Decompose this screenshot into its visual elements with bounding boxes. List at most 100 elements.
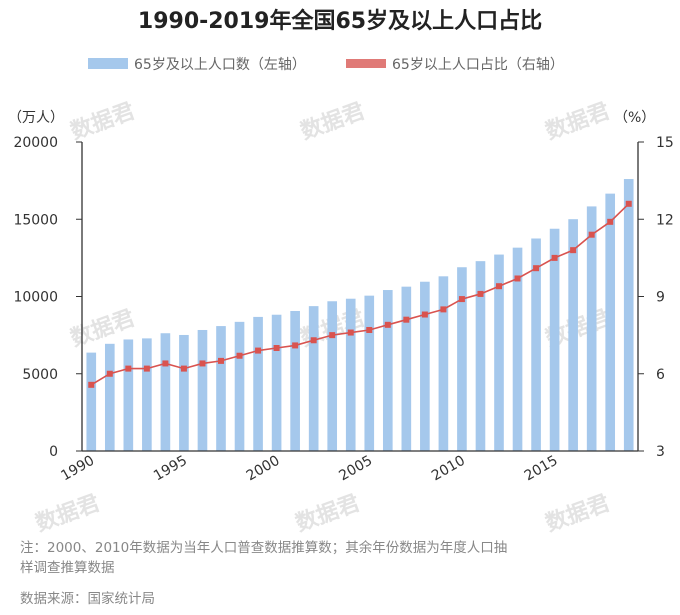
bar <box>420 281 430 451</box>
line-point <box>143 365 150 372</box>
bar <box>586 206 597 451</box>
line-series <box>88 200 632 388</box>
bar <box>271 314 282 451</box>
bar <box>401 286 412 451</box>
y-right-tick-label: 9 <box>656 290 665 306</box>
bar <box>605 193 616 451</box>
x-tick-label: 2005 <box>336 453 375 485</box>
line-point <box>607 218 614 225</box>
watermark-text: 数据君 <box>32 490 103 537</box>
y-right-tick-label: 6 <box>656 367 665 383</box>
y-right-unit: （%） <box>614 110 655 126</box>
line-point <box>533 265 540 272</box>
line-point <box>347 329 354 336</box>
watermark-text: 数据君 <box>297 98 368 145</box>
bar <box>438 276 449 451</box>
x-tick-label: 2000 <box>244 453 283 485</box>
ratio-line <box>90 203 630 386</box>
line-point <box>588 231 595 238</box>
legend-line-swatch <box>346 59 386 68</box>
x-tick-label: 2010 <box>429 453 468 485</box>
bar <box>142 338 152 451</box>
bar <box>160 333 171 451</box>
y-left-tick-label: 0 <box>49 444 58 460</box>
y-left-tick-label: 20000 <box>13 135 58 151</box>
bar <box>494 254 504 451</box>
y-left-tick-label: 5000 <box>22 367 58 383</box>
line-point <box>514 275 521 282</box>
bar <box>216 326 226 451</box>
x-tick-label: 1995 <box>151 453 190 485</box>
bar <box>308 306 319 451</box>
watermark-text: 数据君 <box>542 490 613 537</box>
bar <box>179 334 189 451</box>
line-point <box>421 311 428 318</box>
axes <box>81 142 639 452</box>
legend-bar-label: 65岁及以上人口数（左轴） <box>134 57 306 73</box>
bar <box>234 321 245 451</box>
y-left-tick-label: 10000 <box>13 290 58 306</box>
chart-title: 1990-2019年全国65岁及以上人口占比 <box>138 8 542 34</box>
y-right-tick-label: 3 <box>656 444 665 460</box>
line-point <box>162 360 169 367</box>
line-point <box>236 352 243 359</box>
x-tick-label: 2015 <box>522 453 561 485</box>
bar <box>327 301 338 451</box>
y-right-tick-label: 12 <box>656 212 674 228</box>
line-point <box>273 345 280 351</box>
legend-bar-swatch <box>88 58 128 69</box>
bar <box>549 228 560 451</box>
line-point <box>88 381 95 388</box>
line-point <box>496 283 502 290</box>
watermark-text: 数据君 <box>67 98 138 145</box>
bar <box>623 179 634 451</box>
footnote-line-1: 注：2000、2010年数据为当年人口普查数据推算数；其余年份数据为年度人口抽 <box>20 540 508 556</box>
line-point <box>106 370 113 377</box>
line-point <box>199 360 206 367</box>
bar <box>382 290 393 451</box>
bar <box>253 316 263 451</box>
watermark-text: 数据君 <box>292 490 363 537</box>
line-point <box>384 321 391 328</box>
line-point <box>292 342 299 349</box>
line-point <box>477 290 484 297</box>
source-note: 数据来源：国家统计局 <box>20 591 155 607</box>
bar <box>345 298 356 451</box>
x-tick-label: 1990 <box>58 453 97 485</box>
line-point <box>125 365 132 372</box>
x-axis: 1990 1995 2000 2005 2010 2015 <box>58 453 560 485</box>
bar <box>568 219 578 451</box>
line-point <box>551 254 558 261</box>
y-left-unit: （万人） <box>8 110 64 126</box>
y-left-tick-label: 15000 <box>13 212 58 228</box>
line-point <box>218 357 224 364</box>
line-point <box>310 337 317 344</box>
line-point <box>366 326 373 333</box>
y-right-tick-label: 15 <box>656 135 674 151</box>
bar <box>512 247 523 451</box>
bar <box>104 343 115 451</box>
bar <box>86 352 97 451</box>
bar <box>197 329 208 451</box>
line-point <box>403 316 410 323</box>
bar <box>475 261 486 451</box>
bar <box>123 339 134 451</box>
legend: 65岁及以上人口数（左轴） 65岁以上人口占比（右轴） <box>88 57 564 73</box>
bar <box>364 295 375 451</box>
line-point <box>458 296 465 303</box>
y-right-axis: 3 6 9 12 15 <box>638 135 674 460</box>
line-point <box>570 247 577 254</box>
watermark-text: 数据君 <box>542 98 613 145</box>
bar-series <box>86 179 634 451</box>
line-point <box>625 200 632 207</box>
y-left-axis: 0 5000 10000 15000 20000 <box>13 135 82 460</box>
line-point <box>440 306 447 313</box>
bar <box>290 310 300 451</box>
bar <box>457 267 467 451</box>
line-point <box>329 332 336 339</box>
legend-line-label: 65岁以上人口占比（右轴） <box>392 57 564 73</box>
bar <box>531 238 541 451</box>
footnote-line-2: 样调查推算数据 <box>20 560 115 576</box>
line-point <box>255 347 262 354</box>
